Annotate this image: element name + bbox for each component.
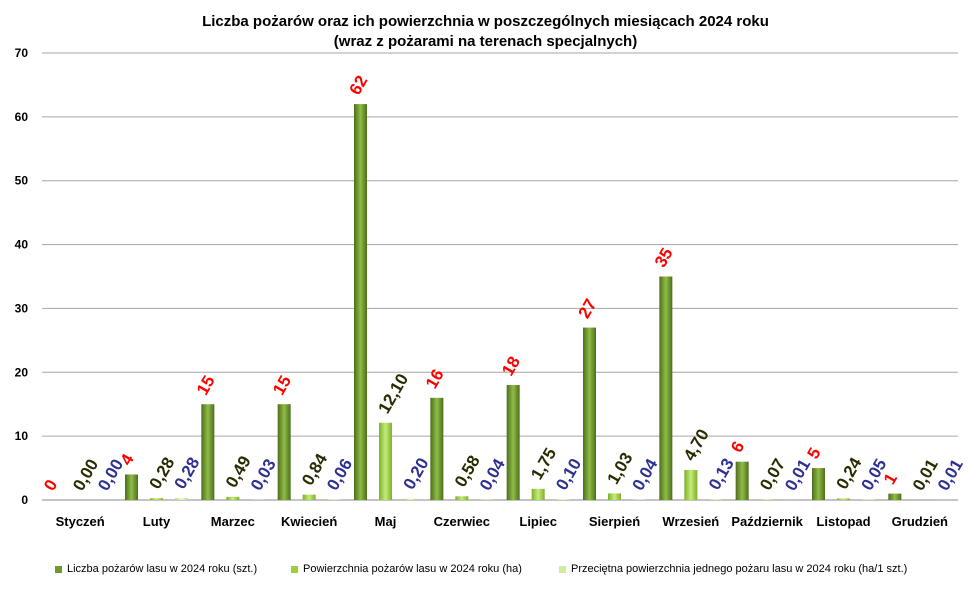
data-label: 0,07 (756, 455, 789, 493)
x-tick-label: Wrzesień (662, 514, 719, 529)
bar (583, 327, 596, 500)
data-label: 0,28 (146, 454, 179, 492)
bar (506, 385, 520, 500)
bar (684, 469, 698, 500)
data-label: 35 (651, 245, 677, 271)
bar (659, 276, 673, 500)
data-label: 27 (575, 296, 601, 322)
y-tick-label: 70 (15, 46, 29, 60)
bar (608, 493, 621, 500)
bar (302, 494, 316, 500)
bar (556, 499, 570, 500)
data-label: 6 (727, 438, 748, 456)
data-label: 0 (40, 476, 61, 494)
data-label: 0,00 (69, 456, 102, 494)
x-tick-label: Styczeń (56, 514, 105, 529)
bar (150, 498, 163, 500)
bar (125, 474, 138, 500)
bar (201, 404, 215, 500)
data-label: 0,13 (705, 455, 738, 493)
x-tick-label: Październik (731, 514, 803, 529)
y-tick-label: 50 (15, 174, 29, 188)
data-label: 62 (346, 72, 372, 98)
x-tick-label: Listopad (816, 514, 870, 529)
x-tick-label: Czerwiec (434, 514, 490, 529)
bar (277, 404, 291, 500)
bar (812, 468, 825, 500)
legend-item-average: Przeciętna powierzchnia jednego pożaru l… (559, 563, 907, 575)
x-tick-label: Luty (143, 514, 171, 529)
y-tick-label: 60 (15, 110, 29, 124)
data-label: 0,01 (934, 456, 967, 494)
bar (735, 461, 749, 500)
bar (354, 104, 367, 500)
data-label: 0,28 (171, 454, 204, 492)
data-label: 0,01 (909, 456, 942, 494)
x-tick-label: Grudzień (892, 514, 948, 529)
bar (379, 422, 392, 500)
legend-swatch-average (559, 565, 566, 573)
data-label: 5 (804, 444, 825, 462)
legend-item-count: Liczba pożarów lasu w 2024 roku (szt.) (55, 563, 257, 575)
legend-label-count: Liczba pożarów lasu w 2024 roku (szt.) (67, 563, 258, 575)
data-label: 18 (498, 353, 524, 379)
y-tick-label: 0 (21, 493, 28, 507)
y-tick-label: 30 (15, 301, 29, 315)
bar (175, 498, 188, 500)
bar (888, 493, 902, 500)
bar (404, 498, 417, 500)
data-label: 4,70 (680, 426, 713, 464)
legend-item-area: Powierzchnia pożarów lasu w 2024 roku (h… (291, 563, 522, 575)
x-tick-label: Kwiecień (281, 514, 337, 529)
x-tick-label: Marzec (211, 514, 255, 529)
bar (430, 397, 444, 500)
legend-swatch-area (291, 565, 298, 573)
chart-subtitle: (wraz z pożarami na terenach specjalnych… (333, 33, 638, 50)
x-tick-label: Lipiec (519, 514, 557, 529)
bar (837, 498, 850, 500)
data-label: 0,01 (781, 456, 814, 494)
data-label: 15 (193, 372, 219, 398)
y-tick-label: 40 (15, 238, 29, 252)
bar (455, 496, 469, 500)
data-label: 15 (269, 372, 295, 398)
data-label: 16 (422, 366, 448, 392)
chart-title: Liczba pożarów oraz ich powierzchnia w p… (202, 13, 769, 30)
data-label: 12,10 (375, 370, 413, 416)
bar (709, 499, 723, 500)
data-label: 0,10 (552, 455, 585, 493)
bar (531, 488, 545, 500)
bar (226, 496, 240, 500)
data-label: 0,20 (400, 455, 433, 493)
legend-swatch-count (55, 565, 62, 573)
x-tick-label: Sierpień (589, 514, 640, 529)
y-tick-label: 20 (15, 365, 29, 379)
legend-label-average: Przeciętna powierzchnia jednego pożaru l… (571, 563, 908, 575)
y-tick-label: 10 (15, 429, 29, 443)
legend-label-area: Powierzchnia pożarów lasu w 2024 roku (h… (303, 563, 522, 575)
chart-title-block: Liczba pożarów oraz ich powierzchnia w p… (0, 12, 971, 52)
x-tick-label: Maj (375, 514, 397, 529)
